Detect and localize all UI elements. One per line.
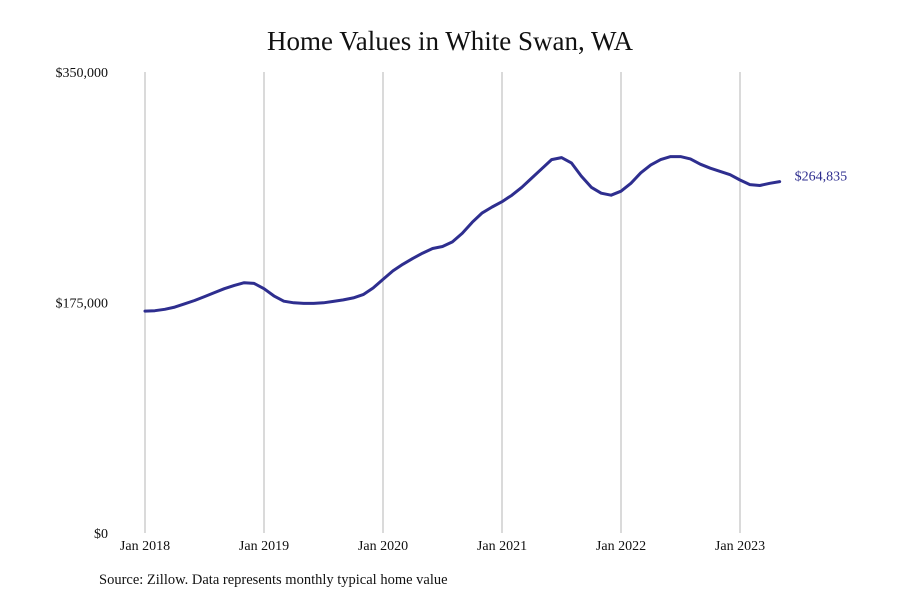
source-note: Source: Zillow. Data represents monthly …	[99, 572, 448, 588]
series-line	[143, 155, 782, 313]
x-tick-label: Jan 2023	[715, 539, 765, 554]
x-axis-tick-labels: Jan 2018 Jan 2019 Jan 2020 Jan 2021 Jan 2022…	[120, 539, 765, 554]
y-tick-label: $0	[94, 527, 108, 542]
x-tick-label: Jan 2020	[358, 539, 408, 554]
series-layer	[143, 155, 782, 313]
y-tick-label: $175,000	[56, 297, 109, 312]
x-tick-label: Jan 2021	[477, 539, 527, 554]
end-value-label: $264,835	[795, 170, 848, 185]
gridlines	[144, 72, 741, 533]
x-tick-label: Jan 2022	[596, 539, 646, 554]
x-tick-label: Jan 2018	[120, 539, 170, 554]
x-tick-label: Jan 2019	[239, 539, 289, 554]
y-tick-label: $350,000	[56, 66, 109, 81]
y-axis-tick-labels: $0 $175,000 $350,000	[56, 66, 109, 542]
chart-title: Home Values in White Swan, WA	[267, 26, 633, 56]
